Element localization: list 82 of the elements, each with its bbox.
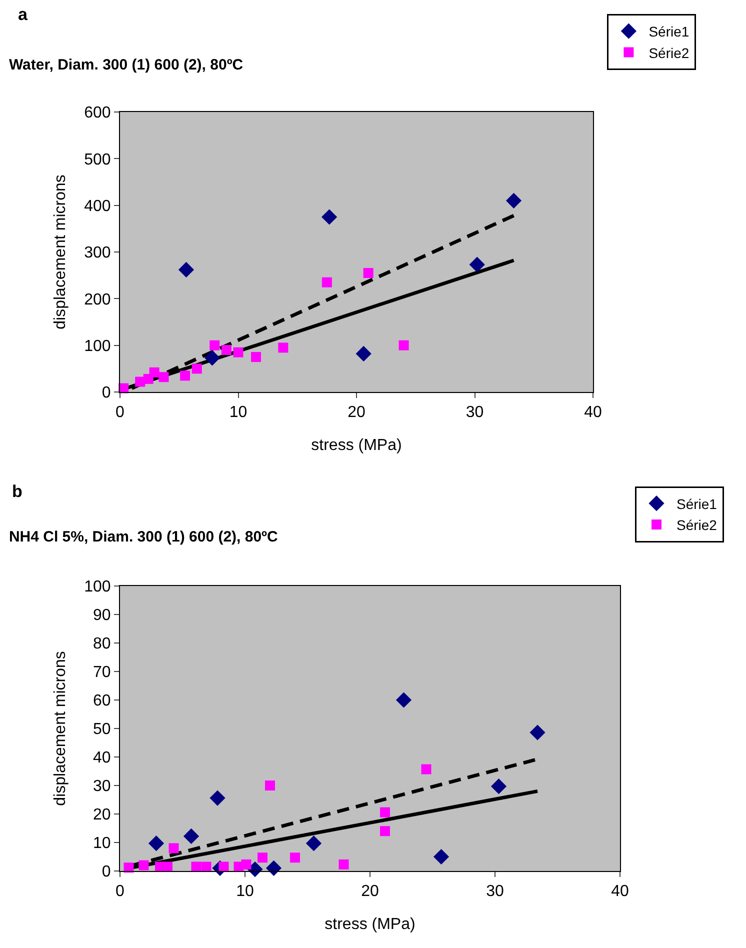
y-tick-label: 30 [93, 778, 111, 796]
x-tick-label: 20 [348, 404, 366, 422]
x-tick-label: 0 [116, 883, 125, 900]
point [278, 342, 288, 353]
y-tick-label: 40 [93, 750, 111, 767]
point [204, 350, 220, 366]
point [265, 780, 275, 790]
point [266, 860, 282, 876]
point [506, 192, 522, 208]
point [469, 256, 485, 272]
x-tick-label: 10 [236, 883, 254, 900]
point [241, 859, 252, 870]
point [380, 807, 390, 818]
point [178, 262, 194, 278]
y-tick-label: 50 [93, 721, 111, 738]
y-tick-label: 100 [84, 578, 111, 596]
x-tick-label: 40 [611, 883, 629, 900]
point [233, 347, 244, 358]
x-tick-label: 20 [361, 883, 379, 900]
point [433, 848, 450, 865]
point [530, 724, 546, 740]
point [421, 764, 432, 774]
legend-label: Série2 [648, 44, 690, 61]
point [168, 843, 179, 854]
point [221, 345, 232, 355]
y-tick-label: 70 [93, 664, 111, 682]
y-tick-label: 0 [102, 864, 111, 881]
point [192, 364, 202, 374]
point [398, 340, 409, 350]
x-tick-label: 40 [584, 404, 602, 422]
point [191, 862, 202, 872]
point [180, 370, 190, 381]
x-tick-label: 10 [229, 404, 248, 422]
point [149, 367, 160, 378]
point [162, 862, 172, 872]
point [218, 862, 229, 872]
y-tick-label: 600 [84, 104, 111, 122]
point [306, 836, 322, 852]
chart-title: Water, Diam. 300 (1) 600 (2), 80ºC [8, 56, 244, 74]
point [210, 340, 220, 350]
point [138, 860, 149, 870]
point [201, 862, 212, 872]
y-tick-label: 400 [84, 198, 111, 215]
legend-label: Série2 [676, 517, 718, 534]
x-axis-title: stress (MPa) [311, 437, 402, 454]
y-tick-label: 200 [84, 291, 111, 308]
y-tick-label: 80 [93, 636, 111, 653]
point [250, 352, 261, 362]
text: b [12, 482, 22, 501]
point [322, 209, 338, 225]
point [490, 778, 507, 794]
y-axis-title: displacement microns [52, 174, 69, 330]
legend-label: Série1 [676, 496, 718, 512]
y-tick-label: 10 [93, 835, 111, 852]
point [183, 828, 200, 844]
y-tick-label: 60 [93, 692, 111, 710]
point [356, 346, 372, 362]
point [210, 790, 226, 806]
point [322, 277, 332, 288]
y-tick-label: 300 [84, 244, 111, 262]
y-tick-label: 90 [93, 607, 111, 624]
point [158, 372, 169, 382]
point [290, 852, 300, 863]
x-tick-label: 30 [466, 404, 484, 422]
point [363, 268, 374, 278]
x-tick-label: 30 [486, 883, 504, 900]
y-axis-title: displacement microns [52, 651, 69, 806]
x-tick-label: 0 [116, 404, 125, 422]
point [124, 862, 134, 873]
text: a [18, 5, 28, 24]
y-tick-label: 20 [93, 806, 111, 824]
x-axis-title: stress (MPa) [324, 916, 416, 933]
chart-title: NH4 Cl 5%, Diam. 300 (1) 600 (2), 80ºC [8, 528, 278, 546]
point [148, 836, 164, 852]
y-tick-label: 100 [84, 338, 111, 355]
y-tick-label: 500 [84, 151, 111, 168]
point [258, 852, 268, 863]
point [338, 859, 349, 870]
legend-label: Série1 [648, 24, 690, 40]
y-tick-label: 0 [102, 384, 111, 402]
point [396, 692, 412, 708]
point [380, 826, 390, 836]
